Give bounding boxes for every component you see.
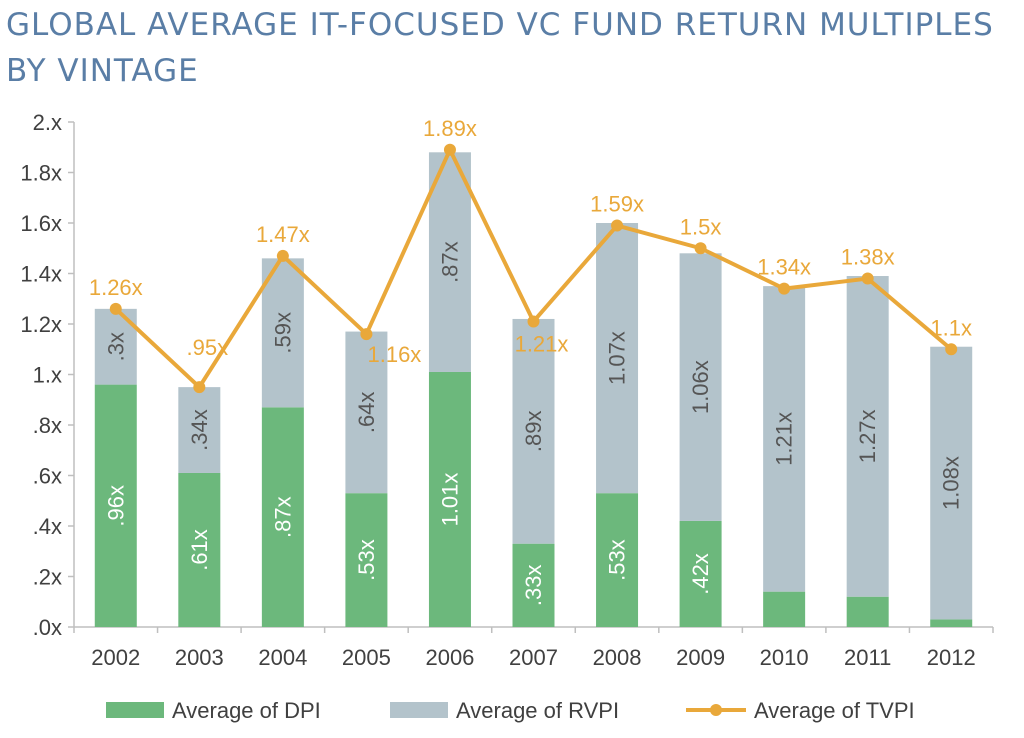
dpi-value-label: .42x — [688, 553, 713, 595]
tvpi-value-label: .95x — [187, 335, 229, 360]
dpi-bar — [679, 520, 722, 627]
tvpi-point — [611, 219, 624, 232]
tvpi-value-label: 1.38x — [841, 245, 895, 270]
dpi-value-label: .96x — [103, 485, 128, 527]
tvpi-value-label: 1.5x — [680, 214, 722, 239]
tvpi-point — [276, 249, 289, 262]
dpi-bar — [94, 384, 137, 627]
y-tick-label: .4x — [33, 514, 62, 539]
x-tick-label: 2003 — [175, 645, 224, 670]
rvpi-bar — [930, 346, 973, 620]
tvpi-point — [527, 315, 540, 328]
tvpi-value-label: 1.47x — [256, 222, 310, 247]
legend-swatch-rvpi — [390, 702, 448, 718]
tvpi-point — [778, 282, 791, 295]
rvpi-value-label: 1.21x — [772, 412, 797, 466]
tvpi-value-label: 1.59x — [590, 192, 644, 217]
tvpi-point — [193, 381, 206, 394]
dpi-value-label: .87x — [270, 496, 295, 538]
x-tick-label: 2004 — [258, 645, 307, 670]
dpi-bar — [763, 591, 806, 627]
rvpi-bar — [178, 387, 221, 473]
x-tick-label: 2012 — [927, 645, 976, 670]
rvpi-bar — [512, 318, 555, 544]
dpi-bar — [178, 472, 221, 627]
tvpi-line — [109, 143, 958, 394]
y-tick-label: 1.2x — [20, 312, 62, 337]
x-tick-label: 2002 — [91, 645, 140, 670]
tvpi-point — [360, 328, 373, 341]
rvpi-bar — [596, 223, 639, 494]
chart-title: GLOBAL AVERAGE IT-FOCUSED VC FUND RETURN… — [6, 7, 994, 89]
segment-labels: .96x .3x .61x .34x .87x .59x .53x .64x 1.01x .87x… — [103, 241, 963, 606]
legend: Average of DPI Average of RVPI Average of … — [106, 698, 915, 723]
dpi-value-label: .53x — [605, 539, 630, 581]
tvpi-value-label: 1.34x — [757, 255, 811, 280]
rvpi-value-label: 1.06x — [688, 360, 713, 414]
rvpi-value-label: 1.08x — [939, 456, 964, 510]
y-tick-label: 1.6x — [20, 211, 62, 236]
axes: .0x .2x .4x .6x .8x 1.x 1.2x 1.4x 1.6x 1.8x 2.x — [20, 110, 994, 640]
rvpi-value-label: 1.27x — [855, 409, 880, 463]
tvpi-labels: 1.26x .95x 1.47x 1.16x 1.89x 1.21x 1.59x 1.5x 1.… — [89, 116, 972, 367]
bars — [94, 152, 973, 627]
dpi-bar — [428, 371, 471, 627]
legend-label-dpi: Average of DPI — [172, 698, 321, 723]
rvpi-value-label: 1.07x — [605, 331, 630, 385]
rvpi-bar — [428, 152, 471, 372]
x-tick-label: 2007 — [509, 645, 558, 670]
rvpi-value-label: .87x — [437, 241, 462, 283]
y-tick-label: .0x — [33, 615, 62, 640]
tvpi-value-label: 1.21x — [515, 331, 569, 356]
dpi-bar — [596, 493, 639, 627]
tvpi-point — [861, 272, 874, 285]
tvpi-point — [694, 242, 707, 255]
x-tick-label: 2005 — [342, 645, 391, 670]
x-tick-label: 2011 — [844, 645, 891, 670]
rvpi-bar — [345, 331, 388, 494]
dpi-bar — [261, 407, 304, 627]
tvpi-value-label: 1.89x — [423, 116, 477, 141]
legend-swatch-tvpi-marker — [710, 704, 722, 716]
rvpi-value-label: .89x — [521, 411, 546, 453]
y-tick-label: .2x — [33, 565, 62, 590]
rvpi-value-label: .34x — [187, 409, 212, 451]
rvpi-value-label: .64x — [354, 392, 379, 434]
rvpi-bar — [679, 253, 722, 521]
dpi-value-label: .33x — [521, 565, 546, 607]
tvpi-value-label: 1.1x — [930, 315, 972, 340]
legend-label-tvpi: Average of TVPI — [754, 698, 915, 723]
tvpi-value-label: 1.26x — [89, 275, 143, 300]
legend-label-rvpi: Average of RVPI — [456, 698, 619, 723]
y-tick-label: 1.8x — [20, 161, 62, 186]
tvpi-point — [109, 302, 122, 315]
y-tick-label: .8x — [33, 413, 62, 438]
tvpi-point — [945, 343, 958, 356]
dpi-bar — [512, 543, 555, 627]
x-tick-label: 2008 — [593, 645, 642, 670]
dpi-value-label: 1.01x — [437, 473, 462, 527]
rvpi-bar — [763, 286, 806, 592]
tvpi-value-label: 1.16x — [367, 342, 421, 367]
tvpi-point — [443, 143, 456, 156]
rvpi-bar — [846, 276, 889, 597]
x-tick-label: 2009 — [676, 645, 725, 670]
dpi-value-label: .61x — [187, 529, 212, 571]
y-tick-label: 1.4x — [20, 262, 62, 287]
legend-swatch-dpi — [106, 702, 164, 718]
dpi-value-label: .53x — [354, 539, 379, 581]
y-tick-label: 1.x — [33, 363, 62, 388]
rvpi-value-label: .59x — [270, 312, 295, 354]
rvpi-bar — [261, 258, 304, 408]
x-tick-label: 2010 — [760, 645, 809, 670]
x-tick-label: 2006 — [425, 645, 474, 670]
dpi-bar — [846, 596, 889, 627]
dpi-bar — [930, 619, 973, 627]
dpi-bar — [345, 493, 388, 627]
y-tick-label: 2.x — [33, 110, 62, 135]
y-tick-label: .6x — [33, 464, 62, 489]
x-tick-labels: 2002 2003 2004 2005 2006 2007 2008 2009 2010 2011… — [91, 645, 975, 670]
rvpi-value-label: .3x — [103, 332, 128, 361]
